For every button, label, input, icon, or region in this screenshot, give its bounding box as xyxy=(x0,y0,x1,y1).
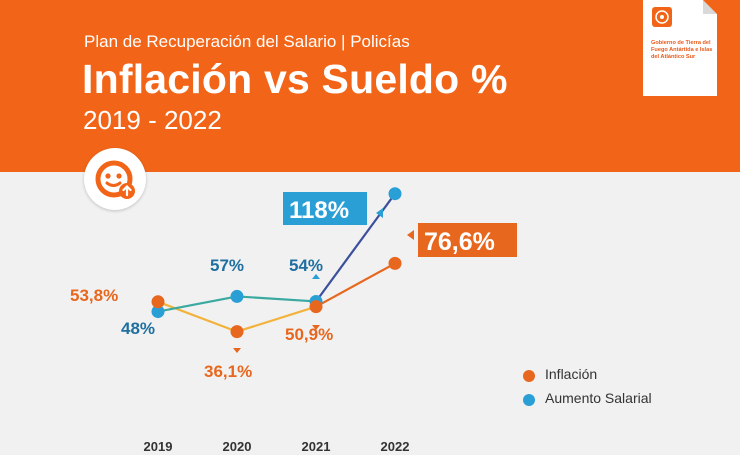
inflation-label-2021: 50,9% xyxy=(285,325,333,344)
salary-point xyxy=(388,187,402,201)
inflation-pointer-2020 xyxy=(233,348,241,353)
inflation-line-segment xyxy=(315,262,396,308)
x-tick-label: 2022 xyxy=(381,439,410,454)
salary-label-2020: 57% xyxy=(210,256,244,275)
inflation-line-segment xyxy=(236,305,317,333)
year-range: 2019 - 2022 xyxy=(83,105,222,135)
seal-icon xyxy=(652,7,672,27)
inflation-label-2019: 53,8% xyxy=(70,286,118,305)
legend-dot-inflation xyxy=(523,370,535,382)
salary-line-segment xyxy=(236,295,317,303)
legend-label-inflation: Inflación xyxy=(545,366,598,382)
salary-label-box-2022 xyxy=(283,192,367,225)
salary-logo xyxy=(84,148,146,210)
page-fold-corner xyxy=(703,0,717,14)
inflation-label-box-2022 xyxy=(418,223,517,257)
salary-label-2019: 48% xyxy=(121,319,155,338)
x-tick-label: 2020 xyxy=(223,439,252,454)
page-title: Inflación vs Sueldo % xyxy=(82,56,508,102)
smile-face-icon xyxy=(95,160,135,199)
inflation-point xyxy=(230,325,244,339)
inflation-pointer-2022 xyxy=(407,230,414,240)
salary-point xyxy=(230,289,244,303)
salary-label-2021: 54% xyxy=(289,256,323,275)
legend-dot-salary xyxy=(523,394,535,406)
inflation-point xyxy=(151,295,165,309)
salary-pointer-2022 xyxy=(376,208,383,218)
salary-point xyxy=(151,305,165,319)
inflation-label-2022: 76,6% xyxy=(424,228,495,256)
x-tick-label: 2021 xyxy=(302,439,331,454)
salary-pointer-2021 xyxy=(312,274,320,279)
x-tick-label: 2019 xyxy=(144,439,173,454)
salary-line-segment xyxy=(157,295,238,313)
header-banner: Plan de Recuperación del Salario | Polic… xyxy=(0,0,740,172)
inflation-label-2020: 36,1% xyxy=(204,362,252,381)
government-name: Gobierno de Tierra del Fuego Antártida e… xyxy=(651,40,713,60)
subtitle: Plan de Recuperación del Salario | Polic… xyxy=(84,32,410,51)
inflation-point xyxy=(309,300,323,314)
inflation-point xyxy=(388,256,402,270)
salary-label-2022: 118% xyxy=(289,197,349,224)
inflation-pointer-2021 xyxy=(312,325,320,330)
inflation-line-segment xyxy=(157,300,238,333)
government-logo: Gobierno de Tierra del Fuego Antártida e… xyxy=(643,0,717,96)
legend-label-salary: Aumento Salarial xyxy=(545,390,652,406)
